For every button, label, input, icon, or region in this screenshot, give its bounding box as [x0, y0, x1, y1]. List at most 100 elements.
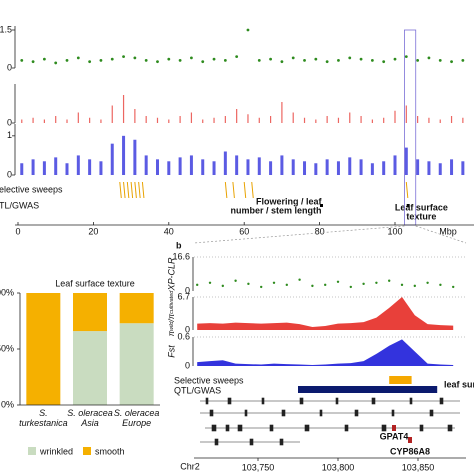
point [190, 56, 193, 60]
annotation: Flowering / leaf [256, 196, 323, 206]
bar-segment [119, 293, 154, 324]
track-label: TL/GWAS [0, 200, 39, 210]
annotation: number / stem length [230, 205, 321, 215]
point [362, 282, 365, 286]
y-tick-label: 100% [0, 287, 14, 297]
y-axis-label: XP-CLR [166, 257, 176, 292]
x-tick-label: S. oleracea Europe [114, 408, 160, 428]
x-tick-label: 20 [88, 226, 98, 236]
gene [408, 437, 412, 443]
y-tick-label: 0 [185, 285, 190, 295]
sweep [134, 181, 137, 199]
bar-segment [73, 293, 107, 332]
point [221, 284, 224, 288]
point [178, 59, 182, 62]
y-tick-label: 16.6 [172, 251, 190, 261]
gene [392, 425, 396, 431]
point [349, 285, 352, 289]
point [144, 59, 148, 62]
x-tick-label: S. oleracea Asia [67, 408, 113, 428]
x-tick-label: 103,850 [402, 462, 435, 472]
point [404, 55, 408, 58]
label-part: wild [169, 321, 175, 331]
sweep [232, 181, 235, 199]
qtl [319, 204, 323, 207]
x-axis-label: Mbp [439, 226, 457, 236]
bar-segment [26, 293, 61, 405]
point [99, 59, 103, 62]
label-part: /π [167, 313, 176, 322]
point [311, 284, 314, 288]
y-tick-label: 0% [1, 399, 14, 409]
y-tick-label: 1.5 [0, 24, 12, 34]
point [201, 60, 205, 64]
point [246, 28, 250, 32]
point [122, 55, 125, 58]
point [20, 59, 24, 62]
point [42, 57, 46, 61]
sweep [243, 181, 247, 199]
point [257, 59, 261, 62]
x-tick-label: 103,750 [242, 462, 275, 472]
point [359, 57, 363, 61]
point [439, 283, 442, 287]
point [212, 57, 216, 61]
point [450, 60, 453, 64]
point [65, 59, 69, 62]
point [336, 280, 340, 283]
point [388, 279, 391, 282]
legend-label: wrinkled [39, 446, 73, 456]
sweep [126, 181, 130, 199]
point [427, 56, 431, 60]
point [223, 59, 227, 62]
x-tick-label: 40 [164, 226, 174, 236]
x-tick-label: 103,800 [322, 462, 355, 472]
gene-label: GPAT4 [380, 431, 409, 441]
legend-swatch [83, 447, 91, 455]
track-label: elective sweeps [0, 184, 63, 194]
y-tick-label: 0.6 [177, 331, 190, 341]
point [325, 60, 329, 64]
y-tick-label: 1 [7, 130, 12, 140]
point [416, 59, 420, 62]
point [314, 57, 318, 61]
qtl [298, 386, 438, 393]
point [461, 59, 465, 62]
point [272, 281, 276, 285]
point [247, 282, 250, 286]
sweep [251, 181, 254, 199]
sweep [130, 181, 134, 199]
point [413, 284, 416, 288]
point [269, 57, 272, 61]
gene-label: CYP86A8 [390, 446, 430, 456]
y-tick-label: 0 [185, 360, 190, 370]
bar-segment [119, 323, 154, 405]
chart-title: Leaf surface texture [55, 278, 135, 288]
x-tick-label: 100 [387, 226, 402, 236]
chrom-label: Chr2 [180, 461, 200, 471]
y-axis-label: Fst [166, 345, 176, 358]
point [235, 55, 239, 58]
sweep [138, 181, 141, 199]
point [370, 59, 374, 62]
point [426, 281, 429, 285]
sweep [141, 181, 145, 199]
y-axis-label: πwild/πcultivated [167, 290, 176, 337]
legend-label: smooth [95, 446, 125, 456]
label-part: cultivated [169, 290, 175, 314]
point [382, 60, 386, 64]
point [285, 283, 288, 287]
zoom [193, 225, 405, 244]
point [208, 281, 212, 285]
bar-segment [73, 331, 107, 405]
label-part: π [167, 330, 176, 336]
y-tick-label: 0 [7, 62, 12, 72]
x-tick-label: S. turkestanica [19, 408, 68, 428]
x-tick-label: 0 [15, 226, 20, 236]
y-tick-label: 0 [185, 324, 190, 334]
point [375, 281, 378, 285]
point [167, 57, 171, 61]
point [337, 59, 340, 62]
point [31, 60, 35, 64]
